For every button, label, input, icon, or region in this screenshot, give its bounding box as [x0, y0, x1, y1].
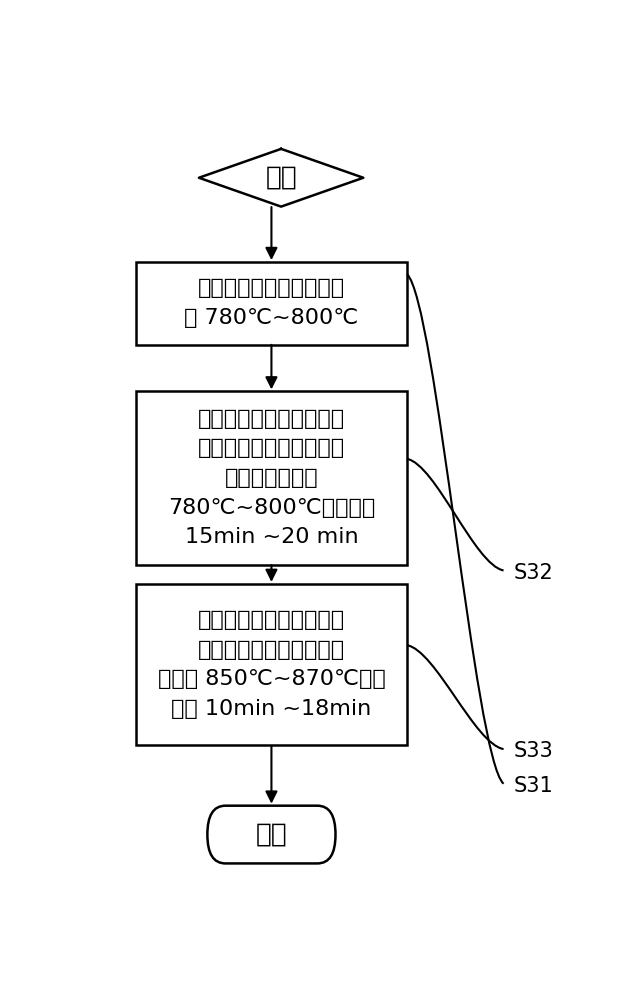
Text: 向扩散炉中通入预设含量
的氧气和大氮，扩散炉温
度升至 850℃~870℃，时
间为 10min ~18min: 向扩散炉中通入预设含量 的氧气和大氮，扩散炉温 度升至 850℃~870℃，时 …: [158, 610, 385, 719]
Text: S33: S33: [513, 741, 553, 761]
FancyBboxPatch shape: [136, 391, 407, 565]
Text: S32: S32: [513, 563, 553, 583]
Text: S31: S31: [513, 776, 553, 796]
FancyBboxPatch shape: [207, 806, 336, 863]
FancyBboxPatch shape: [136, 262, 407, 345]
Text: 结束: 结束: [256, 822, 287, 848]
Text: 开始: 开始: [265, 165, 297, 191]
FancyBboxPatch shape: [136, 584, 407, 745]
Text: 向扩散炉通入预设含量的
小氮、氧气和大氮，扩散
炉内温度保持在
780℃~800℃，时间为
15min ~20 min: 向扩散炉通入预设含量的 小氮、氧气和大氮，扩散 炉内温度保持在 780℃~800…: [168, 409, 375, 547]
Polygon shape: [199, 149, 363, 207]
Text: 将硅片放入扩散炉，升温
至 780℃~800℃: 将硅片放入扩散炉，升温 至 780℃~800℃: [184, 278, 359, 328]
